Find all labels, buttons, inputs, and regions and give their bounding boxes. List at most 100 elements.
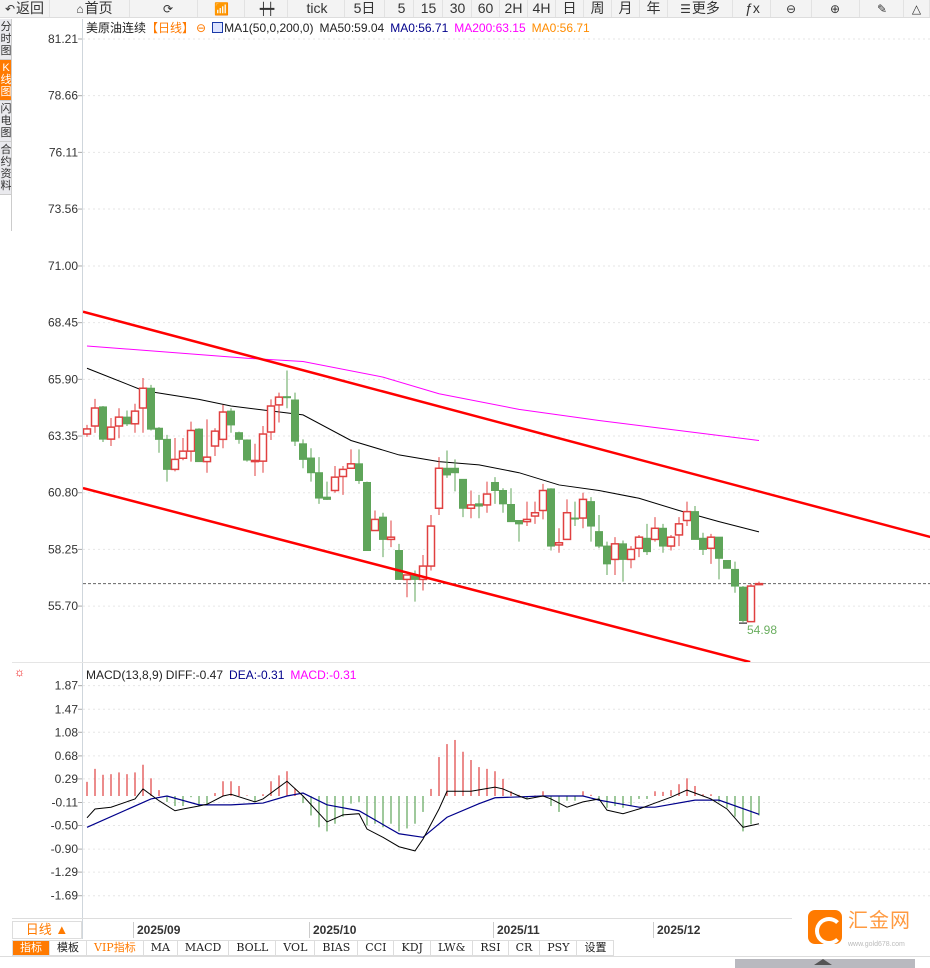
candle-body [666,536,676,547]
period-日-button[interactable]: 日 [556,0,584,17]
candle-body [691,511,699,540]
candle-body [466,504,476,510]
candle [699,532,707,555]
period-15-button[interactable]: 15 [415,0,443,17]
toolbar-label: 60 [477,0,494,16]
zoom-out-button[interactable]: ⊖ [772,0,812,17]
indicator-tab-模板[interactable]: 模板 [50,940,87,956]
candle-body [178,450,188,460]
view-tab-2[interactable]: 闪电图 [0,101,11,142]
y-tick-label: 68.45 [48,316,78,330]
macd-header: MACD(13,8,9) DIFF:-0.47 DEA:-0.31 MACD:-0.3… [86,668,362,682]
indicator-tab-kdj[interactable]: KDJ [394,940,431,956]
menu-button[interactable]: ☰更多 [668,0,733,17]
y-tick-label: 73.56 [48,202,78,216]
period-dropdown[interactable]: 日线 ▲ [12,921,82,939]
indicator-tab-cr[interactable]: CR [508,940,541,956]
period-label[interactable]: 【日线】 [146,21,195,35]
indicator-tab-cci[interactable]: CCI [358,940,395,956]
bar-chart-button[interactable]: 📶 [200,0,245,17]
candle [610,537,620,575]
candle-body [123,416,131,425]
candle [266,399,276,441]
period-2H-button[interactable]: 2H [500,0,528,17]
candle-body [370,518,380,532]
candle [530,501,540,524]
candle-body [754,582,764,586]
candle [459,478,467,518]
candle-body [291,399,299,442]
indicator-tab-boll[interactable]: BOLL [229,940,277,956]
candle [674,517,684,547]
candle [723,560,731,569]
candle-body [195,428,203,463]
indicator-tab-bias[interactable]: BIAS [315,940,359,956]
candle-body [443,467,451,476]
home-button[interactable]: ⌂首页 [60,0,130,17]
candle-body [114,416,124,427]
ma0-secondary-value: MA0:56.71 [531,21,590,35]
candle-body [538,489,548,512]
indicator-tab-ma[interactable]: MA [143,940,178,956]
macd-y-tick-label: -0.90 [51,842,79,856]
candle-body [507,503,515,523]
indicator-tab-设置[interactable]: 设置 [577,940,615,956]
candle-body [739,586,747,622]
period-年-button[interactable]: 年 [640,0,668,17]
chart-canvas[interactable]: 81.21 78.66 76.11 73.56 71.00 68.45 65.90 63.35… [0,0,930,918]
view-tab-1[interactable]: K线图 [0,60,11,101]
period-周-button[interactable]: 周 [584,0,612,17]
function-button[interactable]: ƒx [735,0,771,17]
indicator-tab-指标[interactable]: 指标 [12,940,50,956]
candle-body [210,430,220,447]
candle [186,421,196,462]
candle-body [418,565,428,581]
period-月-button[interactable]: 月 [612,0,640,17]
period-30-button[interactable]: 30 [444,0,472,17]
indicator-tab-macd[interactable]: MACD [177,940,230,956]
candle [291,392,299,447]
candle [739,586,747,623]
logo-mark-icon [808,910,843,945]
toolbar-label: 返回 [16,0,45,16]
zoom-in-button[interactable]: ⊕ [812,0,860,17]
candle-body [562,511,572,541]
refresh-button[interactable]: ⟳ [140,0,198,17]
scroll-up-arrow-icon[interactable] [814,959,832,965]
candlestick-button[interactable]: ┿┿ [248,0,288,17]
indicator-tab-psy[interactable]: PSY [540,940,578,956]
indicator-tab-vip指标[interactable]: VIP指标 [87,940,144,956]
candle [147,384,155,431]
pen-icon: ✎ [876,2,888,16]
indicator-tab-lw&[interactable]: LW& [430,940,474,956]
view-tab-3[interactable]: 合约资料 [0,142,11,195]
candle-body [130,410,140,425]
candle [515,520,523,542]
period-5-button[interactable]: 5 [390,0,414,17]
settings-icon[interactable]: ⊖ [196,21,207,35]
candle [691,506,699,540]
pen-button[interactable]: ✎ [862,0,904,17]
indicator-icon[interactable] [212,22,224,33]
indicator-tab-vol[interactable]: VOL [276,940,316,956]
indicator-name: MA1(50,0,200,0) [224,21,314,35]
y-tick-label: 78.66 [48,89,78,103]
macd-settings-icon[interactable]: ☼ [14,665,25,679]
macd-y-tick-label: 1.87 [55,679,79,693]
period-5日-button[interactable]: 5日 [345,0,385,17]
macd-y-tick-label: 1.47 [55,702,79,716]
channel-upper-line [83,310,930,539]
candle-body [426,525,436,567]
period-60-button[interactable]: 60 [472,0,500,17]
candle-body [315,472,323,499]
view-tab-0[interactable]: 分时图 [0,19,11,60]
period-4H-button[interactable]: 4H [528,0,556,17]
candle [363,481,371,552]
horizontal-scrollbar[interactable] [0,956,930,968]
candle [283,370,291,409]
period-tick-button[interactable]: tick [290,0,345,17]
candle-body [451,467,459,474]
back-arrow-button[interactable]: ↶返回 [0,0,50,17]
macd-y-tick-label: -1.29 [51,865,79,879]
indicator-tab-rsi[interactable]: RSI [473,940,509,956]
